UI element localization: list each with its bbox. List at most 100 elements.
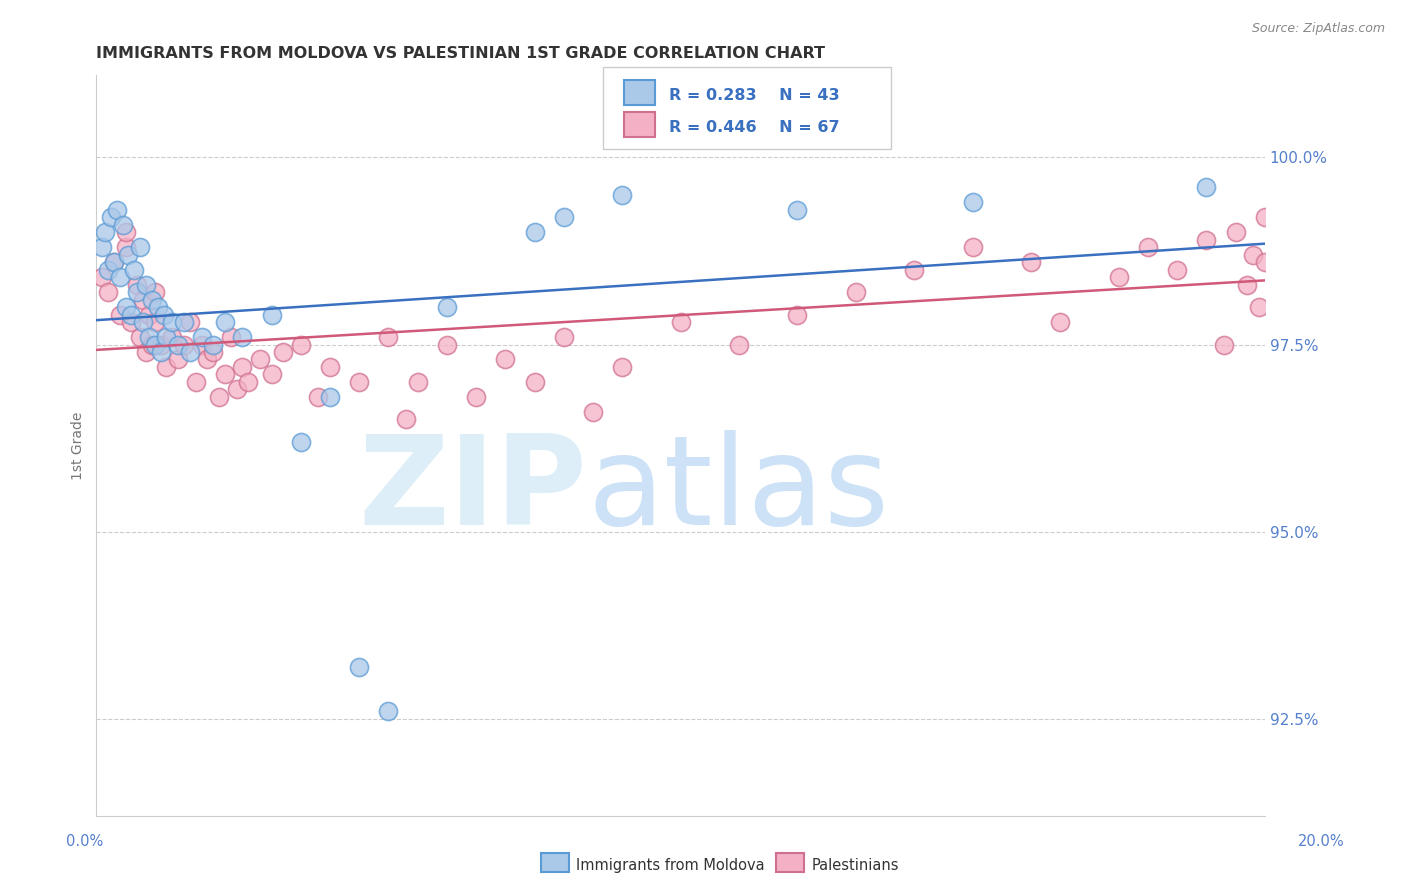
Point xyxy=(143,285,166,299)
Point xyxy=(97,262,120,277)
Point xyxy=(612,187,634,202)
Point xyxy=(173,337,195,351)
Point xyxy=(114,300,136,314)
Point xyxy=(162,315,184,329)
Point xyxy=(1236,277,1258,292)
Point xyxy=(1254,210,1277,224)
Y-axis label: 1st Grade: 1st Grade xyxy=(72,411,86,480)
Point xyxy=(669,315,692,329)
Point xyxy=(100,210,122,224)
Point xyxy=(307,390,329,404)
Point xyxy=(141,337,163,351)
Point xyxy=(249,352,271,367)
Point xyxy=(319,390,342,404)
Text: ZIP: ZIP xyxy=(359,430,588,550)
Point xyxy=(129,240,152,254)
Point xyxy=(1019,255,1042,269)
Point xyxy=(97,285,120,299)
Point xyxy=(290,434,312,449)
Point xyxy=(582,405,605,419)
Point xyxy=(91,270,114,285)
Point xyxy=(179,345,201,359)
Point xyxy=(127,285,149,299)
Point xyxy=(103,255,125,269)
Point xyxy=(260,368,283,382)
Point xyxy=(238,375,260,389)
Point xyxy=(349,375,371,389)
Point xyxy=(219,330,242,344)
Point xyxy=(1225,225,1247,239)
Point xyxy=(260,308,283,322)
Point xyxy=(1213,337,1236,351)
Point xyxy=(149,337,172,351)
Point xyxy=(903,262,925,277)
Point xyxy=(114,240,136,254)
Text: atlas: atlas xyxy=(588,430,889,550)
Point xyxy=(138,330,160,344)
Point xyxy=(173,315,195,329)
Point xyxy=(143,315,166,329)
Point xyxy=(108,270,131,285)
Point xyxy=(190,337,212,351)
Point xyxy=(117,247,139,261)
Text: Palestinians: Palestinians xyxy=(811,858,898,872)
Point xyxy=(225,383,247,397)
Point xyxy=(1049,315,1071,329)
Point xyxy=(377,330,399,344)
Point xyxy=(553,330,575,344)
Point xyxy=(120,308,142,322)
Point xyxy=(105,202,128,217)
Text: 0.0%: 0.0% xyxy=(66,834,103,848)
Point xyxy=(127,277,149,292)
Text: Source: ZipAtlas.com: Source: ZipAtlas.com xyxy=(1251,22,1385,36)
Point xyxy=(195,352,218,367)
Point xyxy=(152,308,174,322)
Point xyxy=(94,225,117,239)
Text: R = 0.446    N = 67: R = 0.446 N = 67 xyxy=(669,120,839,135)
Point xyxy=(319,359,342,374)
Point xyxy=(523,225,546,239)
Point xyxy=(143,337,166,351)
Point xyxy=(231,330,253,344)
Point xyxy=(377,705,399,719)
Point xyxy=(167,337,190,351)
Point xyxy=(167,352,190,367)
Point xyxy=(208,390,231,404)
Point xyxy=(436,300,458,314)
Point xyxy=(149,345,172,359)
Point xyxy=(231,359,253,374)
Point xyxy=(1195,180,1218,194)
Text: Immigrants from Moldova: Immigrants from Moldova xyxy=(576,858,765,872)
Point xyxy=(1137,240,1160,254)
Point xyxy=(214,368,236,382)
Point xyxy=(612,359,634,374)
Point xyxy=(91,240,114,254)
Point xyxy=(1241,247,1264,261)
Point xyxy=(108,308,131,322)
Point xyxy=(132,315,155,329)
Point xyxy=(1195,233,1218,247)
Point xyxy=(155,359,177,374)
Point xyxy=(124,262,146,277)
Point xyxy=(179,315,201,329)
Point xyxy=(214,315,236,329)
Point xyxy=(141,293,163,307)
Point xyxy=(1108,270,1130,285)
Point xyxy=(132,293,155,307)
Point xyxy=(494,352,516,367)
Point xyxy=(786,202,808,217)
Point xyxy=(273,345,295,359)
Point xyxy=(184,375,207,389)
Point xyxy=(202,345,225,359)
Point xyxy=(202,337,225,351)
Point xyxy=(1166,262,1188,277)
Point xyxy=(395,412,418,426)
Point xyxy=(962,240,984,254)
Point xyxy=(138,308,160,322)
Point xyxy=(553,210,575,224)
Point xyxy=(162,330,184,344)
Point xyxy=(728,337,751,351)
Point xyxy=(146,300,169,314)
Point xyxy=(786,308,808,322)
Point xyxy=(1247,300,1270,314)
